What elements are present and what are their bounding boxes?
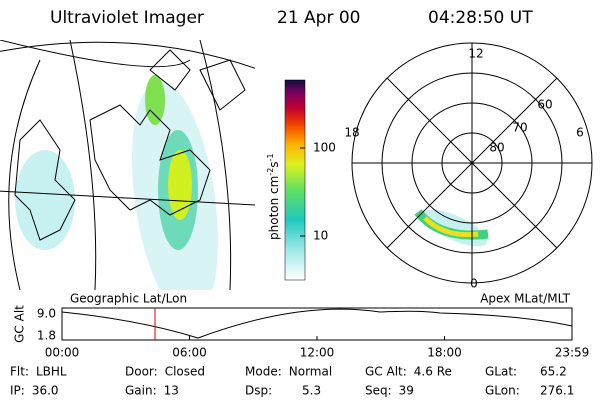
- time-label: 23:59: [555, 346, 590, 360]
- field-label: Flt:: [10, 365, 29, 379]
- y-label: 9.0: [37, 307, 56, 321]
- mlt-label: 12: [468, 47, 483, 61]
- instrument: Ultraviolet Imager: [50, 8, 204, 28]
- mlt-label: 0: [470, 277, 478, 291]
- colorbar-tick: 100: [313, 141, 336, 155]
- field-label: Mode:: [245, 365, 282, 379]
- field-value: 65.2: [540, 365, 567, 379]
- y-label: 1.8: [37, 329, 56, 343]
- field-label: GC Alt:: [365, 365, 407, 379]
- time: 04:28:50 UT: [428, 8, 533, 28]
- polar-plot: 12 18 6 0 60 70 80: [344, 42, 593, 291]
- date: 21 Apr 00: [277, 8, 360, 28]
- field-value: 4.6 Re: [414, 365, 452, 379]
- field-value: Normal: [289, 365, 332, 379]
- field-label: GLon:: [485, 384, 520, 398]
- field-label: IP:: [10, 384, 25, 398]
- mlt-label: 6: [576, 126, 584, 140]
- lat-label: 70: [512, 121, 527, 135]
- colorbar-label: photon cm-2s-1: [266, 153, 281, 240]
- field-value: 13: [164, 384, 179, 398]
- field-label: Dsp:: [245, 384, 272, 398]
- field-value: 36.0: [32, 384, 59, 398]
- mlt-label: 18: [344, 126, 359, 140]
- field-value: 39: [399, 384, 414, 398]
- left-title: Geographic Lat/Lon: [70, 292, 187, 306]
- time-label: 06:00: [172, 346, 207, 360]
- right-title: Apex MLat/MLT: [480, 292, 570, 306]
- time-label: 18:00: [427, 346, 462, 360]
- axis-label: GC Alt: [13, 305, 27, 343]
- lat-label: 60: [537, 98, 552, 112]
- field-label: Gain:: [125, 384, 157, 398]
- field-label: Seq:: [365, 384, 392, 398]
- field-value: 5.3: [302, 384, 321, 398]
- colorbar-tick: 10: [313, 229, 328, 243]
- colorbar: [284, 79, 306, 281]
- timeline: Geographic Lat/Lon Apex MLat/MLT GC Alt …: [13, 292, 573, 343]
- time-label: 00:00: [45, 346, 80, 360]
- field-label: GLat:: [485, 365, 517, 379]
- field-label: Door:: [125, 365, 158, 379]
- time-label: 12:00: [300, 346, 335, 360]
- geographic-image: [0, 40, 255, 290]
- field-value: 276.1: [540, 384, 574, 398]
- field-value: Closed: [165, 365, 205, 379]
- field-value: LBHL: [36, 365, 67, 379]
- lat-label: 80: [489, 141, 504, 155]
